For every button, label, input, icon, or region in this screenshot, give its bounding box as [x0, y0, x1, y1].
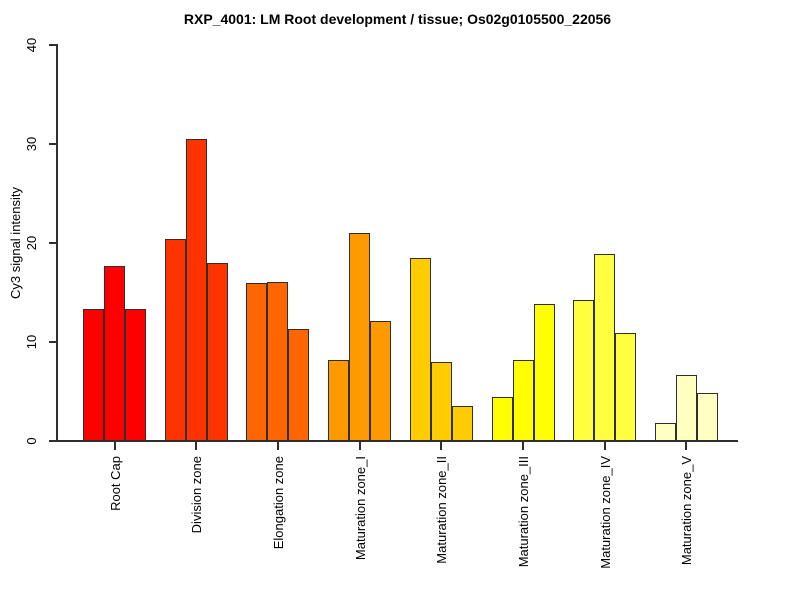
- bar: [125, 309, 146, 441]
- y-axis-label: Cy3 signal intensity: [8, 187, 23, 299]
- category-label: Maturation zone_IV: [597, 456, 613, 569]
- bar: [615, 333, 636, 441]
- chart-title: RXP_4001: LM Root development / tissue; …: [183, 11, 612, 27]
- x-tick: [522, 442, 525, 450]
- category-label: Division zone: [189, 456, 205, 534]
- bar: [410, 257, 431, 441]
- category-label: Elongation zone: [270, 456, 286, 550]
- bar: [186, 139, 207, 441]
- bar: [288, 329, 309, 441]
- bar: [452, 406, 473, 441]
- y-tick: [49, 341, 57, 343]
- category-label: Maturation zone_II: [434, 456, 450, 564]
- y-tick: [49, 44, 57, 46]
- category-label: Maturation zone_III: [516, 456, 532, 568]
- y-tick: [49, 143, 57, 145]
- bar: [655, 423, 676, 441]
- bar: [104, 265, 125, 441]
- x-axis-line: [56, 440, 738, 442]
- x-tick: [603, 442, 606, 450]
- y-tick-label: 40: [24, 37, 39, 53]
- y-tick-label: 10: [24, 334, 39, 350]
- category-label: Maturation zone_V: [679, 456, 695, 566]
- bar: [534, 304, 555, 441]
- bar: [165, 239, 186, 441]
- x-tick: [440, 442, 443, 450]
- y-tick-label: 30: [24, 136, 39, 152]
- x-tick: [358, 442, 361, 450]
- bar: [207, 262, 228, 441]
- y-tick-label: 0: [24, 437, 39, 445]
- bar: [328, 359, 349, 441]
- bar: [676, 374, 697, 441]
- bar: [431, 361, 452, 441]
- y-axis-line: [56, 44, 58, 442]
- x-tick: [195, 442, 198, 450]
- category-label: Maturation zone_I: [352, 456, 368, 561]
- bar: [246, 282, 267, 441]
- x-tick: [276, 442, 279, 450]
- x-tick: [113, 442, 116, 450]
- bar: [349, 233, 370, 441]
- bar: [267, 281, 288, 441]
- bar: [594, 253, 615, 441]
- bar: [697, 393, 718, 441]
- bar: [370, 321, 391, 441]
- bar: [83, 309, 104, 441]
- category-label: Root Cap: [107, 456, 123, 511]
- bar: [573, 300, 594, 441]
- y-tick: [49, 440, 57, 442]
- y-tick: [49, 242, 57, 244]
- x-tick: [685, 442, 688, 450]
- y-tick-label: 20: [24, 235, 39, 251]
- bar: [513, 359, 534, 441]
- bar: [492, 397, 513, 441]
